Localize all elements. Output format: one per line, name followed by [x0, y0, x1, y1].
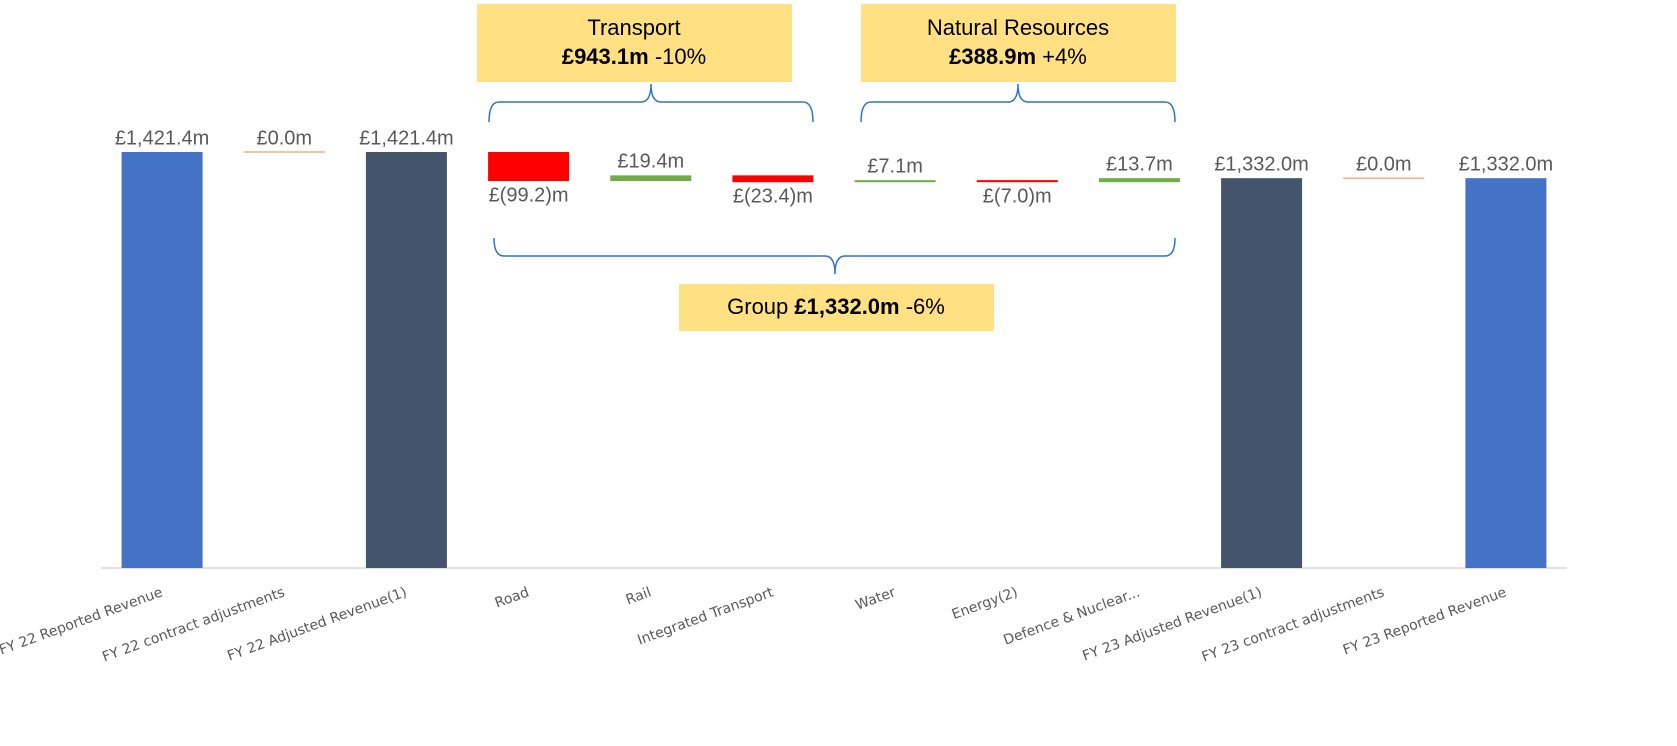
value-label: £1,421.4m — [115, 127, 210, 149]
annotation-value: £943.1m -10% — [562, 44, 706, 69]
annotation-value: £1,332.0m — [794, 294, 899, 319]
annotation-value: £388.9m +4% — [949, 44, 1087, 69]
annotation-change: -6% — [906, 294, 945, 319]
brace — [488, 83, 814, 123]
annotation-title: Transport — [587, 15, 680, 40]
annotation-change: -10% — [655, 44, 706, 69]
annotation-box — [861, 4, 1176, 82]
brace — [860, 83, 1176, 123]
bar — [1098, 178, 1180, 183]
bar — [1221, 178, 1303, 568]
bar — [854, 180, 936, 183]
value-label: £7.1m — [867, 155, 923, 177]
annotation-change: +4% — [1042, 44, 1087, 69]
x-tick-label: Rail — [624, 584, 654, 608]
bar — [121, 152, 203, 568]
annotation-box — [477, 4, 792, 82]
bar — [976, 180, 1058, 183]
value-label: £1,332.0m — [1214, 153, 1309, 175]
annotation-value: £388.9m — [949, 44, 1036, 69]
bar — [243, 151, 325, 153]
annotation-group: Group £1,332.0m -6% — [727, 294, 945, 319]
value-label: £13.7m — [1106, 153, 1173, 175]
value-label: £(99.2)m — [489, 184, 569, 206]
value-label: £(23.4)m — [733, 185, 813, 207]
x-tick-label: Integrated Transport — [635, 584, 776, 648]
value-label: £1,421.4m — [359, 127, 454, 149]
bar — [1343, 177, 1425, 179]
annotation-value: £943.1m — [562, 44, 649, 69]
x-tick-label: Road — [493, 584, 531, 611]
value-label: £0.0m — [256, 127, 312, 149]
bar — [1465, 178, 1547, 568]
value-label: £19.4m — [617, 151, 684, 173]
brace — [493, 237, 1176, 275]
value-label: £0.0m — [1356, 153, 1412, 175]
bar — [610, 175, 692, 182]
x-tick-label: Water — [853, 584, 898, 613]
annotation-title: Group — [727, 294, 788, 319]
value-label: £1,332.0m — [1459, 153, 1554, 175]
bar — [365, 152, 447, 568]
bar — [488, 152, 570, 182]
bar — [732, 175, 814, 183]
annotation-box — [679, 284, 994, 331]
x-tick-label: Energy(2) — [950, 584, 1020, 623]
annotation-title: Natural Resources — [927, 15, 1109, 40]
value-label: £(7.0)m — [983, 185, 1052, 207]
